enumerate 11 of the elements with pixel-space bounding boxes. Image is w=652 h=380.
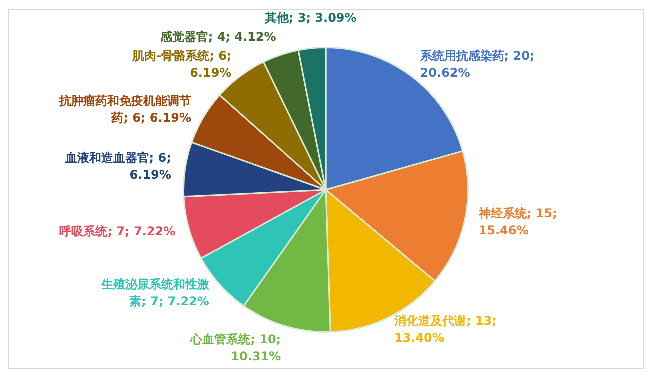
slice-label: 血液和造血器官; 6; 6.19% (64, 150, 172, 182)
slice-label: 消化道及代谢; 13; 13.40% (393, 314, 497, 346)
slice-label: 心血管系统; 10; 10.31% (190, 332, 282, 364)
slice-label: 肌肉-骨骼系统; 6; 6.19% (132, 49, 232, 80)
slice-label: 其他; 3; 3.09% (264, 11, 357, 26)
slice-label: 感觉器官; 4; 4.12% (159, 30, 276, 44)
slice-label: 神经系统; 15; 15.46% (478, 206, 558, 238)
slice-label: 呼吸系统; 7; 7.22% (60, 224, 176, 239)
slice-label: 抗肿瘤药和免疫机能调节药; 6; 6.19% (58, 94, 192, 126)
slice-label: 系统用抗感染药; 20; 20.62% (419, 49, 535, 80)
slice-label: 生殖泌尿系统和性激素; 7; 7.22% (100, 278, 210, 309)
